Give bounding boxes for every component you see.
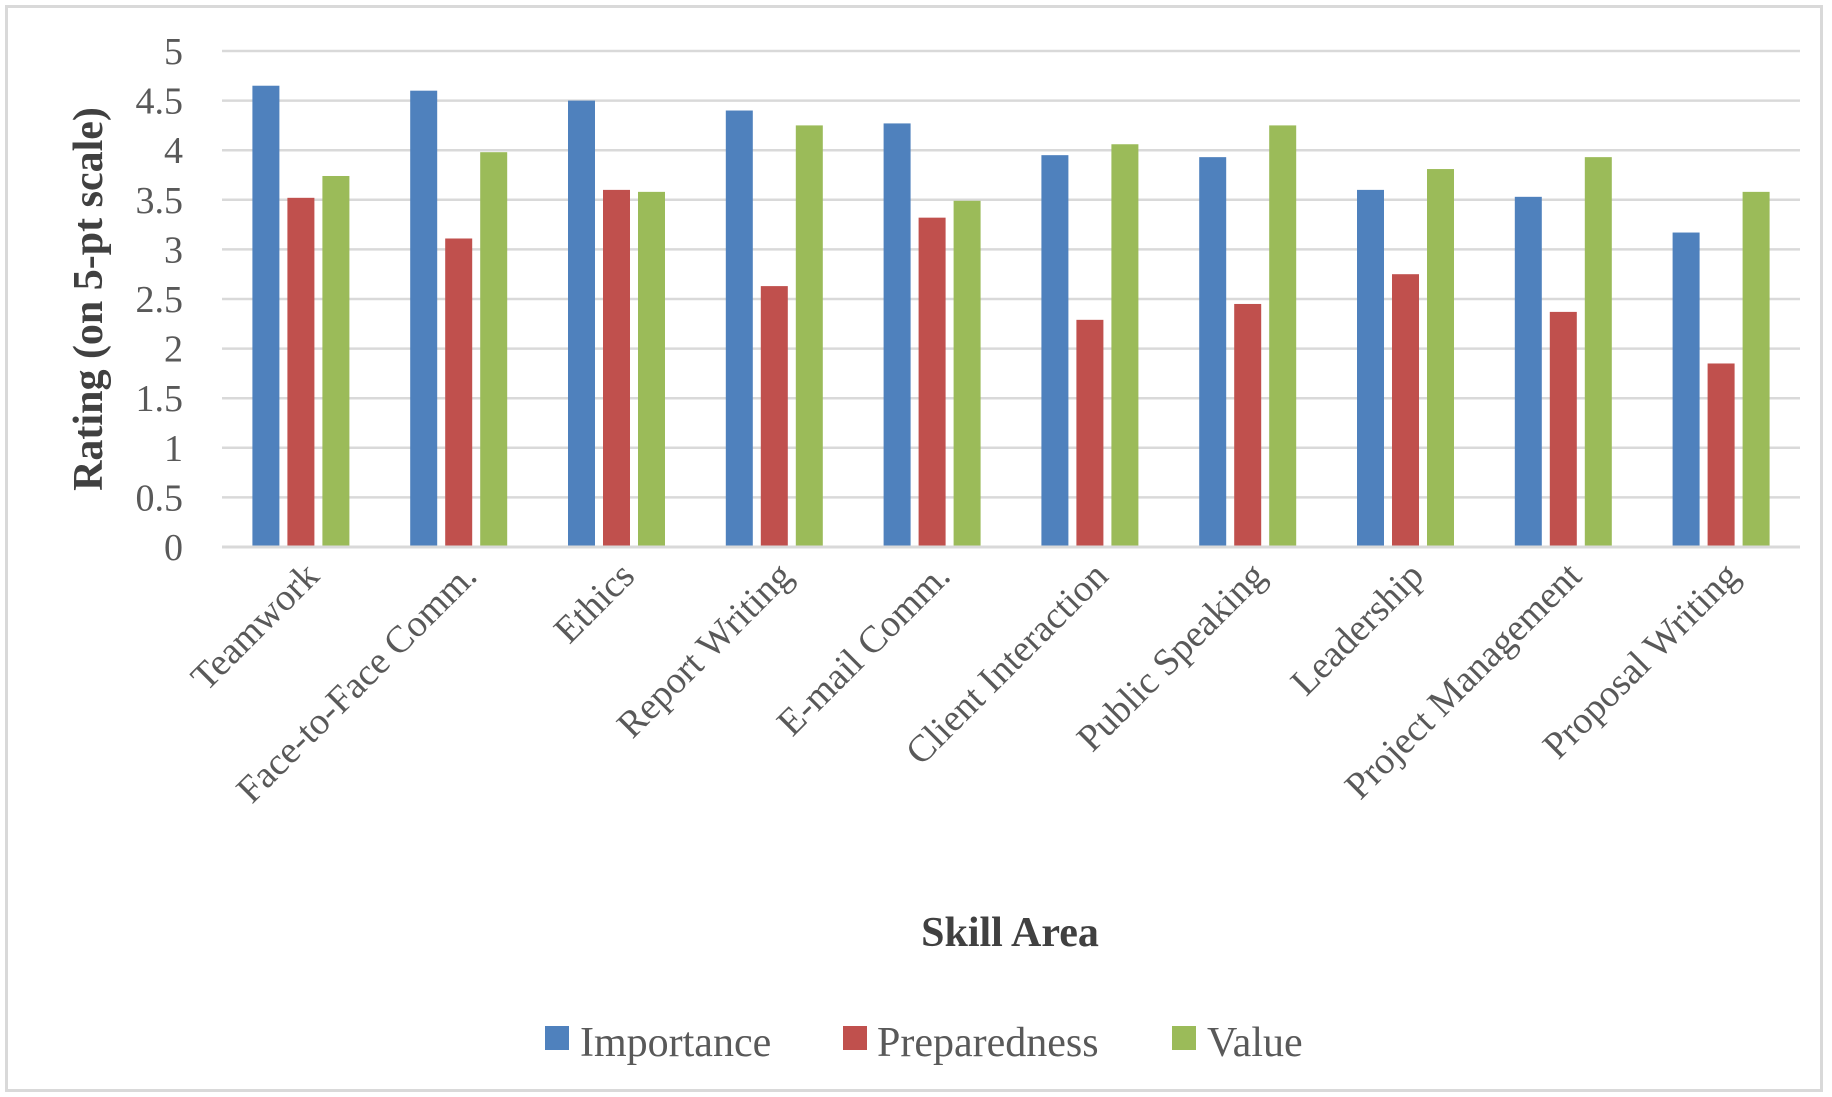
legend-swatch-value	[1172, 1026, 1196, 1050]
bar-importance	[725, 110, 753, 548]
bar-importance	[1357, 189, 1384, 547]
x-tick-label: Ethics	[546, 555, 643, 652]
bar-importance	[1672, 232, 1700, 547]
bar-value	[480, 152, 508, 547]
bar-importance	[1199, 157, 1227, 548]
y-tick-label: 3.5	[136, 180, 184, 222]
bar-preparedness	[760, 286, 788, 547]
y-tick-label: 3	[164, 229, 183, 271]
legend-swatch-preparedness	[843, 1026, 867, 1050]
bar-preparedness	[1549, 311, 1577, 547]
y-tick-label: 2.5	[136, 279, 184, 321]
y-tick-label: 5	[164, 31, 183, 73]
bar-preparedness	[918, 217, 946, 547]
y-tick-label: 0.5	[136, 477, 184, 519]
bar-preparedness	[1392, 274, 1419, 547]
legend-label-value: Value	[1207, 1020, 1303, 1066]
y-tick-label: 1	[164, 428, 183, 470]
bar-value	[322, 175, 350, 547]
bar-value	[953, 200, 981, 548]
bar-preparedness	[603, 189, 630, 547]
y-axis-title: Rating (on 5-pt scale)	[66, 107, 112, 491]
y-tick-label: 2	[164, 329, 183, 371]
y-axis-ticks: 0 0.5 1 1.5 2 2.5 3 3.5 4 4.5 5	[136, 31, 184, 569]
bar-value	[1269, 125, 1297, 548]
y-tick-label: 0	[164, 527, 183, 569]
bar-preparedness	[1234, 303, 1262, 547]
bar-value	[638, 191, 665, 547]
x-tick-label: Teamwork	[183, 555, 327, 699]
y-tick-label: 1.5	[136, 378, 184, 420]
legend-swatch-importance	[545, 1026, 569, 1050]
bar-preparedness	[1707, 363, 1735, 547]
bars	[252, 85, 1770, 548]
y-tick-label: 4	[164, 130, 183, 172]
bar-importance	[568, 100, 595, 547]
bar-importance	[252, 85, 280, 547]
bar-value	[1427, 169, 1454, 547]
bar-value	[795, 125, 823, 548]
bar-value	[1742, 191, 1770, 547]
legend-label-importance: Importance	[580, 1020, 771, 1066]
bar-preparedness	[445, 238, 473, 547]
bar-value	[1584, 157, 1612, 548]
bar-importance	[410, 90, 438, 548]
x-tick-label: Leadership	[1283, 555, 1432, 704]
legend: Importance Preparedness Value	[545, 1020, 1303, 1066]
bar-value	[1111, 144, 1139, 548]
x-axis-title: Skill Area	[921, 910, 1099, 956]
legend-label-preparedness: Preparedness	[877, 1020, 1099, 1066]
bar-preparedness	[287, 197, 315, 548]
bar-preparedness	[1076, 319, 1104, 547]
bar-importance	[1041, 155, 1069, 547]
y-tick-label: 4.5	[136, 81, 184, 123]
bar-importance	[1514, 196, 1542, 547]
bar-importance	[883, 123, 911, 547]
